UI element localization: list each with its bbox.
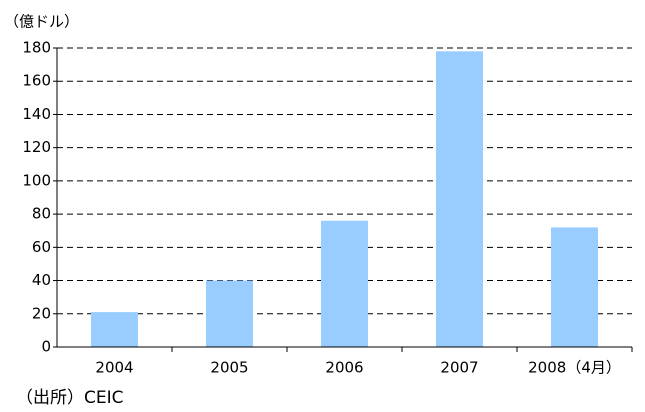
x-tick-label: 2007 [440,359,478,377]
y-tick-label: 40 [32,271,51,289]
y-tick-label: 120 [22,138,51,156]
y-tick-label: 180 [22,39,51,57]
x-tick-label: 2006 [325,359,363,377]
bar [436,51,483,347]
y-tick-label: 60 [32,238,51,256]
y-tick-label: 140 [22,105,51,123]
y-tick-label: 80 [32,205,51,223]
bar [321,220,368,347]
y-tick-label: 100 [22,171,51,189]
y-axis-label: （億ドル） [4,13,79,31]
y-tick-label: 0 [41,338,51,356]
x-tick-label: 2008（4月） [528,359,621,377]
x-tick-label: 2005 [210,359,248,377]
source-note: （出所）CEIC [16,388,124,408]
bar [551,227,598,347]
bar [91,312,138,347]
bar [206,280,253,347]
x-tick-label: 2004 [95,359,133,377]
y-tick-label: 160 [22,72,51,90]
y-tick-label: 20 [32,304,51,322]
